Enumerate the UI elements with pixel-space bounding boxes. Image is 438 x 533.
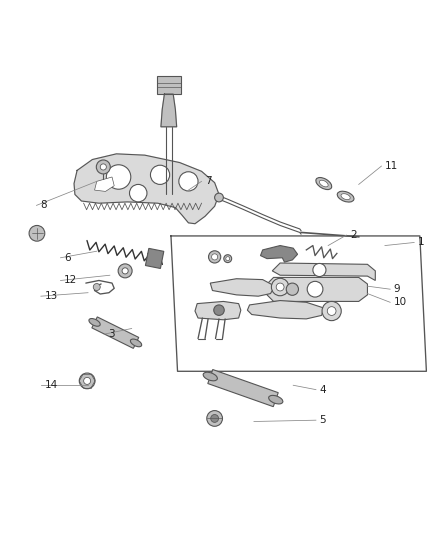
Circle shape	[150, 165, 170, 184]
Polygon shape	[92, 317, 139, 349]
Text: 8: 8	[40, 200, 46, 211]
Polygon shape	[261, 246, 297, 262]
Polygon shape	[161, 94, 177, 127]
Ellipse shape	[131, 339, 141, 347]
Polygon shape	[272, 263, 375, 280]
Circle shape	[29, 225, 45, 241]
Polygon shape	[74, 154, 219, 224]
Circle shape	[118, 264, 132, 278]
Text: 6: 6	[64, 253, 71, 263]
Ellipse shape	[203, 372, 217, 381]
Circle shape	[212, 254, 218, 260]
Polygon shape	[171, 236, 426, 372]
Ellipse shape	[268, 395, 283, 404]
Circle shape	[307, 281, 323, 297]
Ellipse shape	[319, 180, 328, 187]
Circle shape	[286, 283, 298, 295]
Text: 12: 12	[64, 276, 77, 286]
Circle shape	[207, 410, 223, 426]
Text: 10: 10	[394, 297, 407, 308]
Text: 5: 5	[319, 415, 326, 425]
Circle shape	[122, 268, 128, 274]
Circle shape	[313, 263, 326, 277]
Polygon shape	[247, 301, 324, 319]
Ellipse shape	[337, 191, 354, 202]
Polygon shape	[195, 302, 241, 320]
Circle shape	[100, 164, 106, 170]
Polygon shape	[210, 279, 275, 296]
Ellipse shape	[89, 319, 100, 326]
Text: 13: 13	[44, 291, 58, 301]
Polygon shape	[95, 177, 114, 191]
Text: 2: 2	[350, 230, 357, 240]
Circle shape	[215, 193, 223, 202]
Ellipse shape	[316, 177, 332, 190]
Text: 7: 7	[205, 176, 212, 187]
Text: 9: 9	[394, 284, 400, 294]
Text: 1: 1	[418, 238, 424, 247]
Circle shape	[179, 172, 198, 191]
Circle shape	[79, 373, 95, 389]
Circle shape	[208, 251, 221, 263]
Text: 11: 11	[385, 161, 398, 171]
Circle shape	[130, 184, 147, 202]
Circle shape	[322, 302, 341, 321]
Text: 3: 3	[108, 329, 114, 339]
Ellipse shape	[341, 193, 350, 199]
Polygon shape	[145, 248, 164, 269]
Text: 14: 14	[44, 380, 58, 390]
Circle shape	[224, 255, 232, 263]
Circle shape	[226, 257, 230, 261]
Circle shape	[211, 415, 219, 422]
Polygon shape	[267, 277, 367, 302]
Circle shape	[272, 278, 289, 296]
Bar	[156, 76, 181, 94]
Circle shape	[106, 165, 131, 189]
Circle shape	[214, 305, 224, 316]
Circle shape	[96, 160, 110, 174]
Circle shape	[84, 377, 91, 384]
Polygon shape	[208, 369, 278, 407]
Circle shape	[327, 306, 336, 316]
Circle shape	[276, 283, 284, 291]
Text: 4: 4	[319, 385, 326, 394]
Circle shape	[93, 284, 100, 290]
